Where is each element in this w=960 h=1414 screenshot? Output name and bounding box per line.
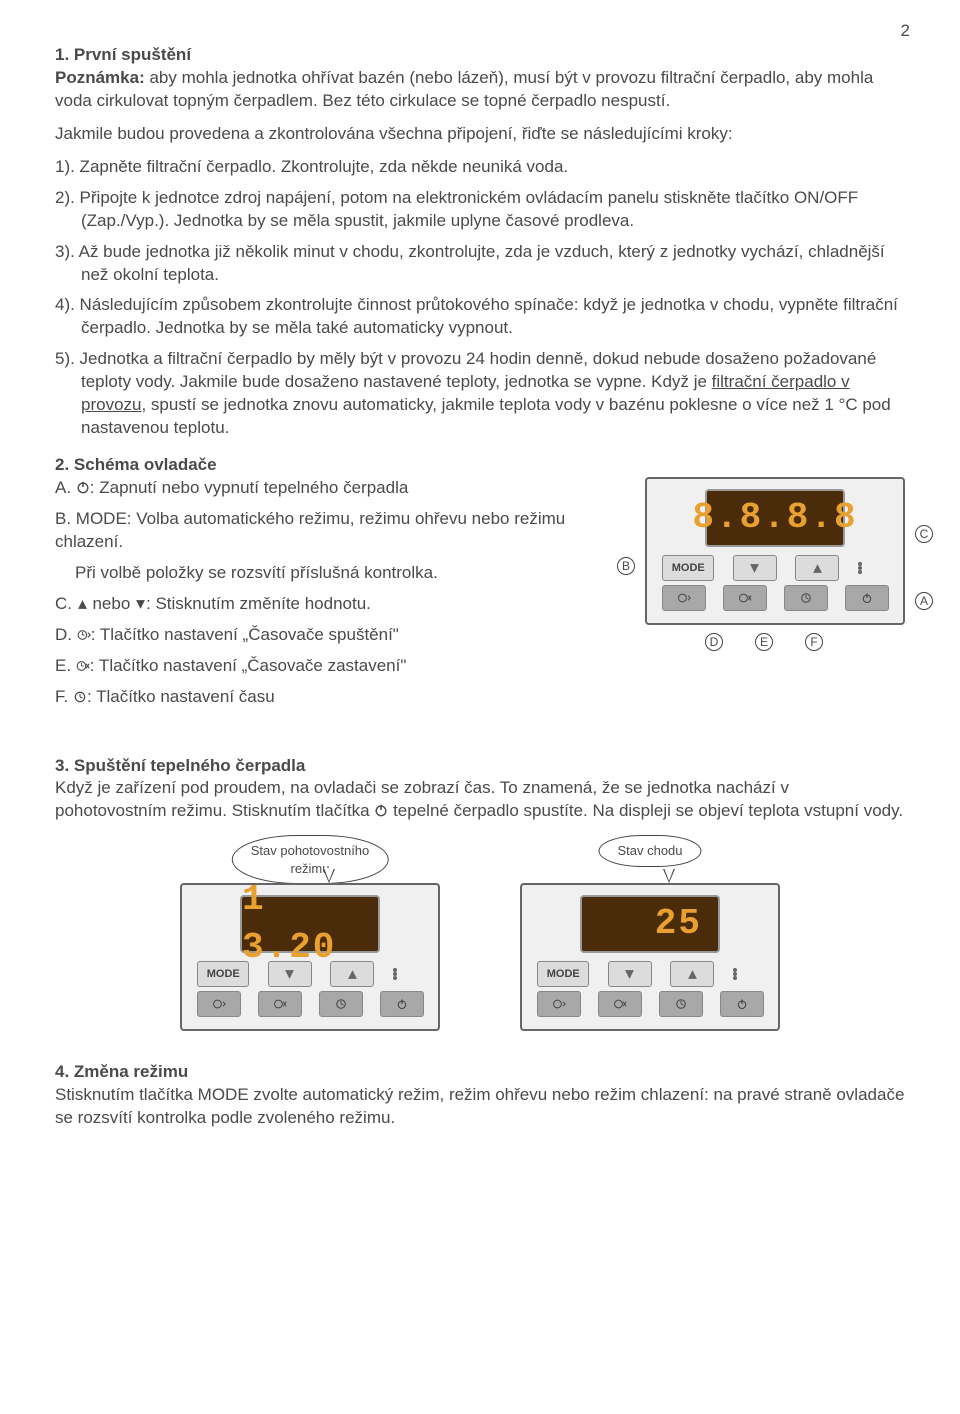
s2-C-mid: nebo: [88, 594, 135, 613]
s1-i5: 5). Jednotka a filtrační čerpadlo by měl…: [55, 348, 905, 440]
power-icon: [374, 803, 388, 820]
timer-off-button[interactable]: [598, 991, 642, 1017]
s1-i2: 2). Připojte k jednotce zdroj napájení, …: [55, 187, 905, 233]
timer-off-button[interactable]: [258, 991, 302, 1017]
s2-C-post: : Stisknutím změníte hodnotu.: [146, 594, 371, 613]
s1-note-body: aby mohla jednotka ohřívat bazén (nebo l…: [55, 68, 873, 110]
timer-on-button[interactable]: [662, 585, 706, 611]
s1-note: Poznámka: aby mohla jednotka ohřívat baz…: [55, 67, 905, 113]
s2-B1: B. MODE: Volba automatického režimu, rež…: [55, 508, 625, 554]
led-indicators: [858, 562, 888, 574]
clock-button[interactable]: [659, 991, 703, 1017]
panel-standby: Stav pohotovostního režimu 1 3.20 MODE: [180, 883, 440, 1031]
power-button[interactable]: [380, 991, 424, 1017]
section-3: 3. Spuštění tepelného čerpadla Když je z…: [55, 755, 905, 824]
s4-title: 4. Změna režimu: [55, 1061, 905, 1084]
panel-display-right: 25: [580, 895, 720, 953]
s2-A: A. : Zapnutí nebo vypnutí tepelného čerp…: [55, 477, 625, 500]
up-button[interactable]: [330, 961, 374, 987]
s2-C-pre: C.: [55, 594, 77, 613]
s2-F-text: : Tlačítko nastavení času: [87, 687, 275, 706]
down-button[interactable]: [608, 961, 652, 987]
timer-off-button[interactable]: [723, 585, 767, 611]
panel-display-left: 1 3.20: [240, 895, 380, 953]
two-panels: Stav pohotovostního režimu 1 3.20 MODE S…: [55, 883, 905, 1031]
led-indicators: [393, 968, 423, 980]
s1-note-label: Poznámka:: [55, 68, 145, 87]
timer-off-icon: [76, 658, 90, 675]
section-1: 1. První spuštění Poznámka: aby mohla je…: [55, 44, 905, 440]
callout-A: A: [915, 592, 933, 610]
triangle-up-icon: [77, 596, 88, 613]
timer-on-button[interactable]: [197, 991, 241, 1017]
callout-F: F: [805, 633, 823, 651]
s2-B2: Při volbě položky se rozsvítí příslušná …: [55, 562, 625, 585]
s2-D-text: : Tlačítko nastavení „Časovače spuštění": [91, 625, 399, 644]
s1-i4: 4). Následujícím způsobem zkontrolujte č…: [55, 294, 905, 340]
up-button[interactable]: [795, 555, 839, 581]
timer-on-button[interactable]: [537, 991, 581, 1017]
section-2: 2. Schéma ovladače A. : Zapnutí nebo vyp…: [55, 454, 905, 716]
s3-title: 3. Spuštění tepelného čerpadla: [55, 755, 905, 778]
s4-body: Stisknutím tlačítka MODE zvolte automati…: [55, 1084, 905, 1130]
clock-button[interactable]: [784, 585, 828, 611]
callout-E: E: [755, 633, 773, 651]
down-button[interactable]: [268, 961, 312, 987]
s2-E: E. : Tlačítko nastavení „Časovače zastav…: [55, 655, 625, 678]
s2-E-text: : Tlačítko nastavení „Časovače zastavení…: [90, 656, 407, 675]
s1-i3: 3). Až bude jednotka již několik minut v…: [55, 241, 905, 287]
s2-F: F. : Tlačítko nastavení času: [55, 686, 625, 709]
section-4: 4. Změna režimu Stisknutím tlačítka MODE…: [55, 1061, 905, 1130]
s3-body: Když je zařízení pod proudem, na ovladač…: [55, 777, 905, 823]
s1-i5b: , spustí se jednotka znovu automaticky, …: [81, 395, 891, 437]
clock-button[interactable]: [319, 991, 363, 1017]
power-button[interactable]: [845, 585, 889, 611]
page-number: 2: [901, 20, 910, 43]
schema-panel: B C A D E F 8.8.8.8 MODE: [645, 477, 905, 625]
down-button[interactable]: [733, 555, 777, 581]
mode-button[interactable]: MODE: [662, 555, 714, 581]
bubble-running: Stav chodu: [598, 835, 701, 867]
clock-icon: [73, 689, 87, 706]
s2-D: D. : Tlačítko nastavení „Časovače spuště…: [55, 624, 625, 647]
power-icon: [76, 480, 90, 497]
mode-button[interactable]: MODE: [537, 961, 589, 987]
s2-A-text: : Zapnutí nebo vypnutí tepelného čerpadl…: [90, 478, 409, 497]
s3-body-b: tepelné čerpadlo spustíte. Na displeji s…: [388, 801, 903, 820]
s1-lead: Jakmile budou provedena a zkontrolována …: [55, 123, 905, 146]
s1-i1: 1). Zapněte filtrační čerpadlo. Zkontrol…: [55, 156, 905, 179]
s2-title: 2. Schéma ovladače: [55, 454, 905, 477]
callout-C: C: [915, 525, 933, 543]
callout-B: B: [617, 557, 635, 575]
callout-D: D: [705, 633, 723, 651]
triangle-down-icon: [135, 596, 146, 613]
timer-on-icon: [77, 627, 91, 644]
s1-title: 1. První spuštění: [55, 44, 905, 67]
power-button[interactable]: [720, 991, 764, 1017]
mode-button[interactable]: MODE: [197, 961, 249, 987]
s2-C: C. nebo : Stisknutím změníte hodnotu.: [55, 593, 625, 616]
led-indicators: [733, 968, 763, 980]
panel-display: 8.8.8.8: [705, 489, 845, 547]
panel-running: Stav chodu 25 MODE: [520, 883, 780, 1031]
up-button[interactable]: [670, 961, 714, 987]
